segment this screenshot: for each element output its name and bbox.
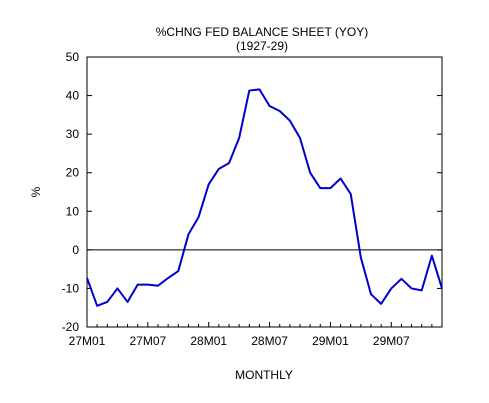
data-point: [269, 105, 271, 107]
data-point: [411, 287, 413, 289]
data-point: [258, 88, 260, 90]
series-line: [86, 88, 443, 307]
y-tick-label: 0: [72, 243, 79, 257]
y-tick-label: 20: [66, 166, 80, 180]
x-tick-label: 29M07: [373, 334, 410, 348]
data-point: [380, 303, 382, 305]
data-point: [289, 120, 291, 122]
y-tick-label: -20: [62, 320, 80, 334]
data-point: [319, 187, 321, 189]
data-point: [441, 287, 443, 289]
data-point: [177, 270, 179, 272]
data-point: [157, 285, 159, 287]
data-point: [86, 277, 88, 279]
data-point: [360, 257, 362, 259]
x-axis: 27M01 27M07 28M01 28M07 29M01 29M07: [69, 322, 443, 348]
data-point: [248, 90, 250, 92]
data-point: [309, 172, 311, 174]
data-point: [329, 187, 331, 189]
data-point: [208, 183, 210, 185]
chart-subtitle: (1927-29): [236, 39, 288, 53]
data-point: [218, 168, 220, 170]
x-axis-label: MONTHLY: [235, 368, 293, 382]
data-point: [127, 301, 129, 303]
x-tick-label: 28M07: [251, 334, 288, 348]
data-point: [147, 284, 149, 286]
data-point: [198, 216, 200, 218]
x-tick-label: 29M01: [312, 334, 349, 348]
data-point: [350, 193, 352, 195]
data-point: [228, 162, 230, 164]
x-tick-label: 27M07: [130, 334, 167, 348]
y-tick-label: 40: [66, 89, 80, 103]
data-point: [431, 255, 433, 257]
data-point: [400, 278, 402, 280]
data-point: [370, 293, 372, 295]
data-point: [390, 287, 392, 289]
data-point: [299, 137, 301, 139]
data-points: [86, 88, 443, 306]
y-tick-label: 30: [66, 127, 80, 141]
data-point: [137, 284, 139, 286]
data-point: [106, 301, 108, 303]
y-tick-label: -10: [62, 281, 80, 295]
data-point: [238, 137, 240, 139]
data-point: [167, 277, 169, 279]
data-point: [340, 178, 342, 180]
y-tick-label: 10: [66, 204, 80, 218]
y-tick-label: 50: [66, 50, 80, 64]
x-tick-label: 27M01: [69, 334, 106, 348]
data-point: [279, 110, 281, 112]
data-point: [96, 305, 98, 307]
data-point: [421, 289, 423, 291]
plot-area: [86, 56, 443, 328]
y-axis-label: %: [29, 186, 43, 197]
y-axis: -20 -10 0 10 20 30 40 50: [62, 50, 442, 334]
chart-title: %CHNG FED BALANCE SHEET (YOY): [156, 25, 368, 39]
x-tick-label: 28M01: [190, 334, 227, 348]
data-point: [187, 233, 189, 235]
data-point: [116, 287, 118, 289]
